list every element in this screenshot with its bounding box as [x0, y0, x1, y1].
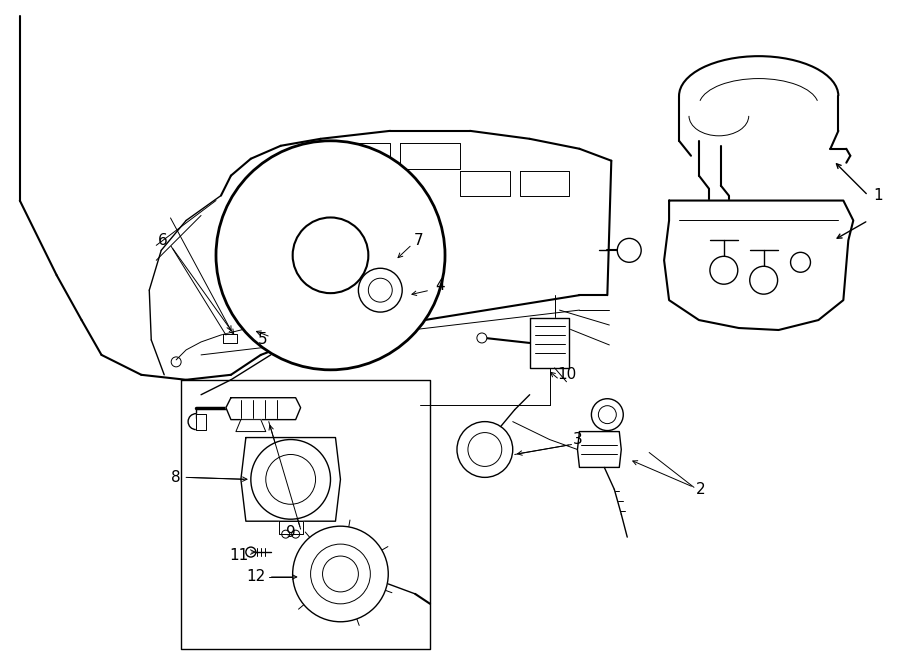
Circle shape	[617, 239, 641, 262]
Text: 5: 5	[258, 332, 267, 348]
Text: 6: 6	[158, 233, 168, 248]
Polygon shape	[578, 432, 621, 467]
Text: 3: 3	[572, 432, 582, 447]
Circle shape	[358, 268, 402, 312]
Text: 9: 9	[286, 525, 295, 539]
Polygon shape	[223, 334, 237, 343]
Text: 10: 10	[557, 368, 576, 382]
Polygon shape	[248, 326, 263, 335]
Text: 11: 11	[230, 547, 248, 563]
Text: 2: 2	[696, 482, 706, 497]
Circle shape	[477, 333, 487, 343]
Circle shape	[292, 526, 388, 622]
Text: 12: 12	[247, 570, 266, 584]
Polygon shape	[279, 521, 302, 534]
Polygon shape	[530, 318, 570, 368]
Circle shape	[251, 440, 330, 519]
Circle shape	[292, 217, 368, 293]
Circle shape	[750, 266, 778, 294]
Circle shape	[216, 141, 445, 370]
Polygon shape	[370, 255, 420, 282]
Text: 7: 7	[413, 233, 423, 248]
Text: 4: 4	[436, 278, 445, 293]
Circle shape	[246, 547, 256, 557]
Polygon shape	[236, 420, 266, 432]
Polygon shape	[226, 398, 301, 420]
Circle shape	[790, 253, 811, 272]
Polygon shape	[664, 200, 853, 330]
Text: 1: 1	[873, 188, 883, 203]
Text: 8: 8	[171, 470, 181, 485]
Polygon shape	[241, 438, 340, 521]
Circle shape	[457, 422, 513, 477]
Circle shape	[591, 399, 624, 430]
Circle shape	[710, 256, 738, 284]
Polygon shape	[196, 414, 206, 430]
